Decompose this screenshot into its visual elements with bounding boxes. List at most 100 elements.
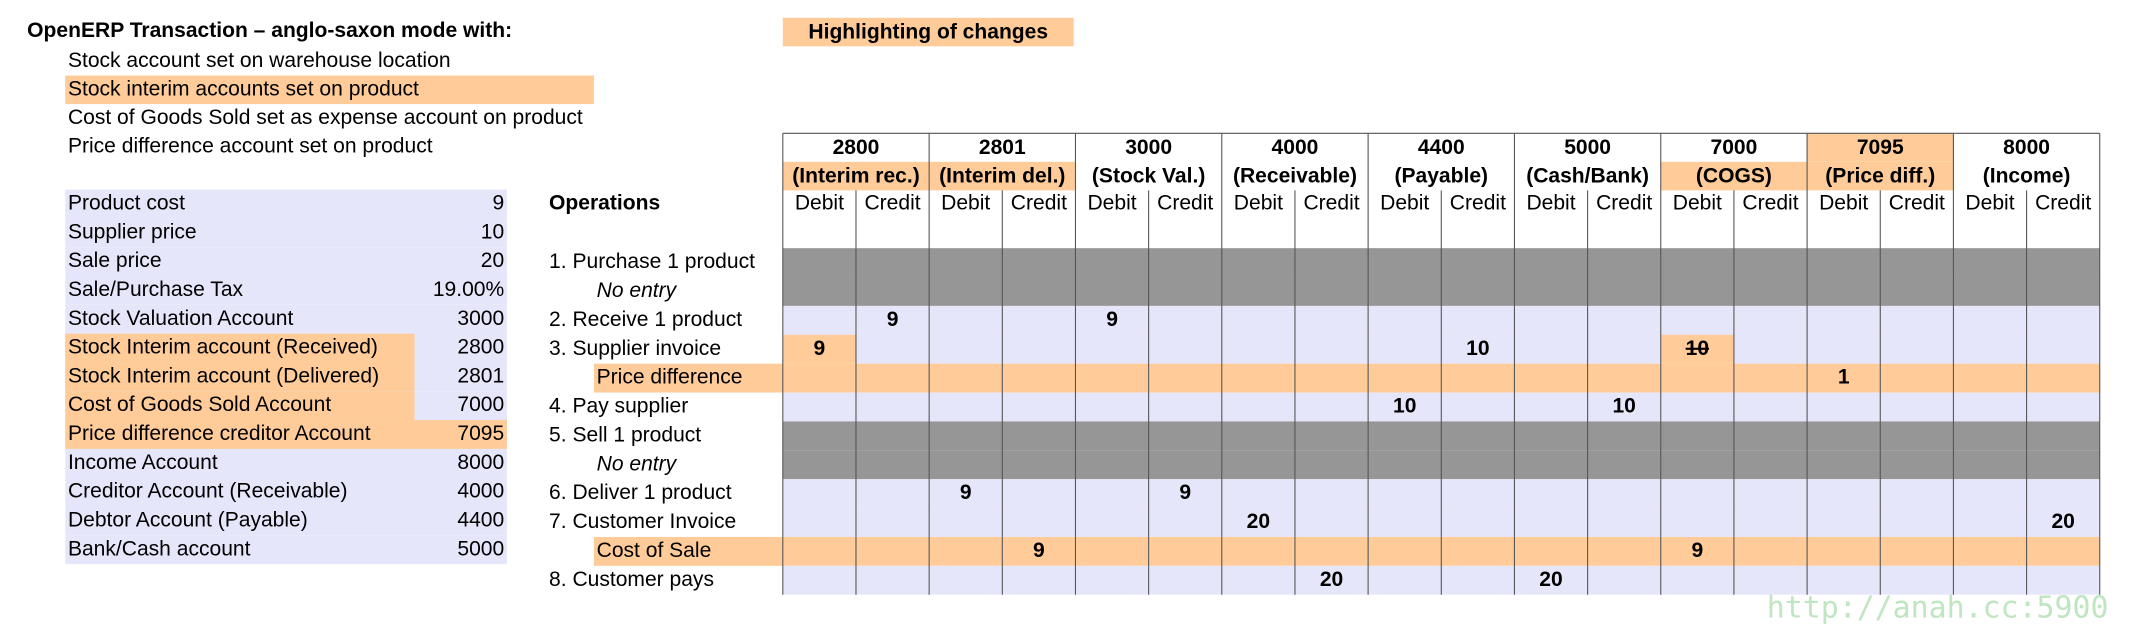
header-highlight xyxy=(1660,161,1808,191)
param-label: Income Account xyxy=(68,451,218,474)
account-code: 2801 xyxy=(979,136,1026,159)
param-label: Product cost xyxy=(68,192,185,215)
param-label: Stock Interim account (Delivered) xyxy=(68,364,379,387)
param-label: Sale/Purchase Tax xyxy=(68,278,244,301)
subheader: Credit xyxy=(1157,192,1213,215)
subheader: Credit xyxy=(1011,192,1067,215)
subheader: Credit xyxy=(2035,192,2091,215)
operation-label: 1. Purchase 1 product xyxy=(549,250,755,273)
operation-label: 2. Receive 1 product xyxy=(549,308,742,331)
param-value: 2800 xyxy=(457,336,504,359)
account-code: 4000 xyxy=(1272,136,1319,159)
title: OpenERP Transaction – anglo-saxon mode w… xyxy=(27,19,512,42)
subheader: Debit xyxy=(1965,192,2014,215)
param-highlight xyxy=(65,333,415,363)
subheader: Debit xyxy=(1087,192,1136,215)
param-bg xyxy=(65,304,507,334)
param-highlight xyxy=(65,362,415,392)
param-value: 10 xyxy=(481,220,504,243)
account-code: 2800 xyxy=(833,136,880,159)
amount: 9 xyxy=(960,481,972,504)
amount: 9 xyxy=(1033,539,1045,562)
param-bg xyxy=(65,506,507,536)
operation-label: Cost of Sale xyxy=(597,539,712,562)
param-bg xyxy=(65,477,507,507)
header-highlight xyxy=(1807,133,1954,162)
account-name: (Stock Val.) xyxy=(1092,164,1205,187)
param-value: 3000 xyxy=(457,307,504,330)
param-value: 4400 xyxy=(457,508,504,531)
param-bg xyxy=(65,535,507,565)
operations-header: Operations xyxy=(549,192,660,215)
amount: 20 xyxy=(2051,510,2074,533)
subheader: Credit xyxy=(1303,192,1359,215)
amount: 20 xyxy=(1247,510,1270,533)
account-code: 4400 xyxy=(1418,136,1465,159)
account-name: (Interim rec.) xyxy=(792,164,919,187)
subheader: Credit xyxy=(1596,192,1652,215)
account-name: (COGS) xyxy=(1696,164,1772,187)
param-value: 5000 xyxy=(457,537,504,560)
param-bg xyxy=(65,448,507,478)
account-name: (Cash/Bank) xyxy=(1526,164,1649,187)
account-name: (Price diff.) xyxy=(1825,164,1935,187)
amount: 9 xyxy=(1106,308,1118,331)
amount: 9 xyxy=(887,308,899,331)
param-bg xyxy=(65,247,507,277)
param-label: Cost of Goods Sold Account xyxy=(68,393,331,416)
param-bg xyxy=(65,189,507,219)
subheader: Debit xyxy=(1380,192,1429,215)
param-value: 9 xyxy=(492,192,504,215)
param-highlight xyxy=(414,420,507,449)
param-label: Bank/Cash account xyxy=(68,537,251,560)
operation-label: No entry xyxy=(597,279,678,302)
operation-label: 7. Customer Invoice xyxy=(549,510,736,533)
param-label: Debtor Account (Payable) xyxy=(68,508,308,531)
amount: 9 xyxy=(814,337,826,360)
param-value: 4000 xyxy=(457,480,504,503)
header-highlight xyxy=(782,161,930,191)
operation-label: 3. Supplier invoice xyxy=(549,337,721,360)
amount: 10 xyxy=(1393,395,1416,418)
note: Cost of Goods Sold set as expense accoun… xyxy=(68,106,583,129)
param-highlight xyxy=(65,391,415,421)
param-label: Supplier price xyxy=(68,220,197,243)
subheader: Credit xyxy=(864,192,920,215)
account-code: 3000 xyxy=(1125,136,1172,159)
operation-label: 6. Deliver 1 product xyxy=(549,481,732,504)
operation-label: No entry xyxy=(597,452,678,475)
subheader: Debit xyxy=(1234,192,1283,215)
amount: 10 xyxy=(1612,395,1635,418)
param-label: Price difference creditor Account xyxy=(68,422,371,445)
operation-label: 5. Sell 1 product xyxy=(549,423,701,446)
param-value: 7000 xyxy=(457,393,504,416)
watermark: http://anah.cc:5900 xyxy=(1767,590,2109,625)
subheader: Debit xyxy=(1819,192,1868,215)
note: Stock interim accounts set on product xyxy=(68,77,419,100)
account-name: (Interim del.) xyxy=(939,164,1065,187)
param-highlight xyxy=(65,420,415,449)
operation-label: 4. Pay supplier xyxy=(549,395,688,418)
amount: 10 xyxy=(1686,337,1709,360)
account-code: 5000 xyxy=(1564,136,1611,159)
cell-highlight xyxy=(782,334,856,364)
account-name: (Payable) xyxy=(1394,164,1488,187)
cell-highlight xyxy=(1660,334,1734,364)
subheader: Credit xyxy=(1889,192,1945,215)
subheader: Debit xyxy=(1673,192,1722,215)
subheader: Credit xyxy=(1450,192,1506,215)
header-highlight xyxy=(1807,161,1954,191)
amount: 20 xyxy=(1539,568,1562,591)
param-label: Stock Interim account (Received) xyxy=(68,336,378,359)
amount: 9 xyxy=(1691,539,1703,562)
note-highlight xyxy=(65,75,594,105)
amount: 9 xyxy=(1179,481,1191,504)
param-bg xyxy=(65,276,507,305)
param-value: 2801 xyxy=(457,364,504,387)
subheader: Debit xyxy=(795,192,844,215)
amount: 10 xyxy=(1466,337,1489,360)
param-value: 19.00% xyxy=(433,278,504,301)
amount: 1 xyxy=(1838,366,1850,389)
param-value: 8000 xyxy=(457,451,504,474)
